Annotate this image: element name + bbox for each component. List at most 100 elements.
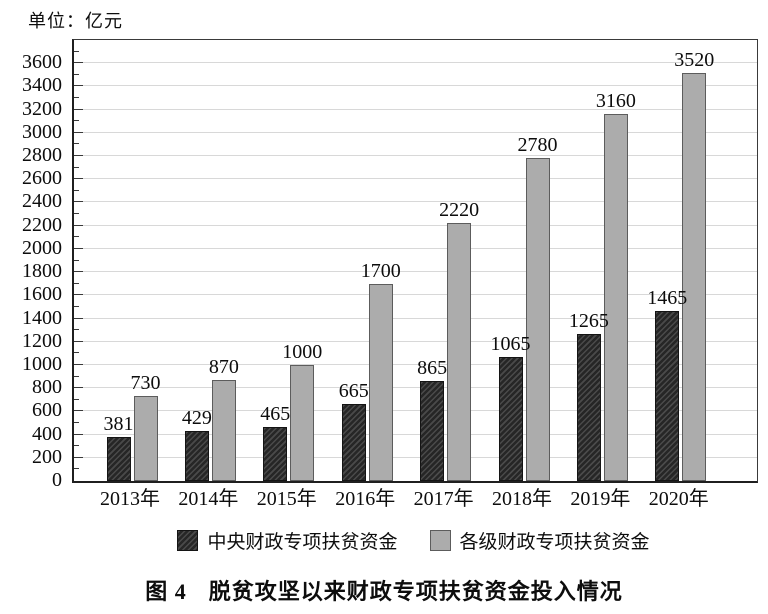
x-tick-label: 2016年 [335, 488, 396, 510]
y-tick-label: 800 [32, 376, 62, 399]
value-label: 665 [338, 379, 369, 402]
gridline [74, 294, 757, 296]
y-major-tick [74, 108, 83, 110]
gray-swatch-icon [429, 530, 451, 551]
x-tick-label: 2017年 [413, 488, 474, 510]
y-minor-tick [74, 421, 79, 423]
x-tick-label: 2020年 [648, 488, 709, 510]
y-tick-label: 400 [32, 422, 62, 445]
y-major-tick [74, 340, 83, 342]
y-major-tick [74, 363, 83, 365]
value-label: 730 [130, 372, 161, 395]
bar-central-funds [576, 334, 601, 481]
y-tick-label: 200 [32, 445, 62, 468]
y-minor-tick [74, 282, 79, 284]
x-axis-tick-labels: 2013年 2014年 2015年 2016年 2017年 2018年 2019年 2020年 [72, 486, 755, 514]
gridline [74, 363, 757, 365]
y-major-tick [74, 317, 83, 319]
y-minor-tick [74, 166, 79, 168]
y-minor-tick [74, 305, 79, 307]
gridline [74, 247, 757, 249]
bar-all-levels-funds [525, 158, 550, 481]
value-label: 2220 [439, 199, 480, 222]
y-tick-label: 3600 [22, 51, 62, 74]
y-major-tick [74, 224, 83, 226]
y-tick-label: 2800 [22, 144, 62, 167]
gridline [74, 340, 757, 342]
y-tick-label: 0 [52, 469, 62, 491]
legend-item-central-funds: 中央财政专项扶贫资金 [177, 527, 398, 554]
value-label: 2780 [517, 134, 558, 157]
gridline [74, 456, 757, 458]
value-label: 429 [181, 407, 212, 430]
y-major-tick [74, 131, 83, 133]
y-tick-label: 1200 [22, 329, 62, 352]
bar-central-funds [341, 403, 366, 481]
gridline [74, 155, 757, 157]
y-major-tick [74, 271, 83, 273]
y-tick-label: 2400 [22, 190, 62, 213]
gridline [74, 108, 757, 110]
value-label: 1700 [360, 259, 401, 282]
bar-central-funds [420, 380, 445, 481]
y-minor-tick [74, 189, 79, 191]
value-label: 1065 [490, 333, 531, 356]
gridline [74, 224, 757, 226]
legend-label-central-funds: 中央财政专项扶贫资金 [207, 532, 398, 553]
figure-caption: 图 4 脱贫攻坚以来财政专项扶贫资金投入情况 [0, 574, 768, 606]
y-tick-label: 1600 [22, 283, 62, 306]
gridline [74, 85, 757, 87]
y-minor-tick [74, 97, 79, 99]
y-minor-tick [74, 375, 79, 377]
y-major-tick [74, 456, 83, 458]
legend-label-all-levels-funds: 各级财政专项扶贫资金 [459, 532, 650, 553]
gridline [74, 131, 757, 133]
y-major-tick [74, 62, 83, 64]
x-tick-label: 2013年 [100, 488, 160, 510]
figure-number: 图 4 [145, 579, 187, 604]
x-tick-label: 2018年 [492, 488, 552, 510]
y-tick-label: 3400 [22, 74, 62, 97]
y-major-tick [74, 387, 83, 389]
value-label: 1465 [647, 286, 688, 309]
value-label: 465 [260, 403, 291, 426]
gridline [74, 387, 757, 389]
legend-item-all-levels-funds: 各级财政专项扶贫资金 [429, 527, 650, 554]
bar-all-levels-funds [133, 396, 158, 481]
value-label: 3160 [595, 90, 636, 113]
bar-all-levels-funds [290, 364, 315, 481]
y-major-tick [74, 410, 83, 412]
y-tick-label: 1000 [22, 352, 62, 375]
y-minor-tick [74, 120, 79, 122]
y-major-tick [74, 155, 83, 157]
value-label: 381 [103, 412, 134, 435]
y-minor-tick [74, 236, 79, 238]
bar-central-funds [184, 431, 209, 481]
value-label: 1000 [282, 340, 323, 363]
gridline [74, 433, 757, 435]
value-label: 3520 [674, 48, 715, 71]
y-minor-tick [74, 213, 79, 215]
value-label: 1265 [568, 310, 609, 333]
y-tick-label: 2600 [22, 167, 62, 190]
y-minor-tick [74, 468, 79, 470]
y-tick-label: 1800 [22, 260, 62, 283]
bar-central-funds [655, 310, 680, 481]
unit-label: 单位：亿元 [28, 11, 123, 31]
y-minor-tick [74, 445, 79, 447]
y-minor-tick [74, 143, 79, 145]
bar-all-levels-funds [603, 114, 628, 481]
y-tick-label: 3200 [22, 97, 62, 120]
y-minor-tick [74, 50, 79, 52]
bar-central-funds [498, 357, 523, 481]
y-major-tick [74, 201, 83, 203]
figure-title: 脱贫攻坚以来财政专项扶贫资金投入情况 [208, 579, 623, 604]
y-axis-tick-labels: 0 200 400 600 800 1000 1200 1400 1600 1800 2000 220… [0, 39, 62, 491]
gridline [74, 178, 757, 180]
legend: 中央财政专项扶贫资金 各级财政专项扶贫资金 [72, 527, 755, 554]
dark-hatched-swatch-icon [177, 530, 199, 551]
y-major-tick [74, 178, 83, 180]
y-minor-tick [74, 259, 79, 261]
value-label: 870 [208, 356, 239, 379]
bar-all-levels-funds [682, 72, 707, 481]
